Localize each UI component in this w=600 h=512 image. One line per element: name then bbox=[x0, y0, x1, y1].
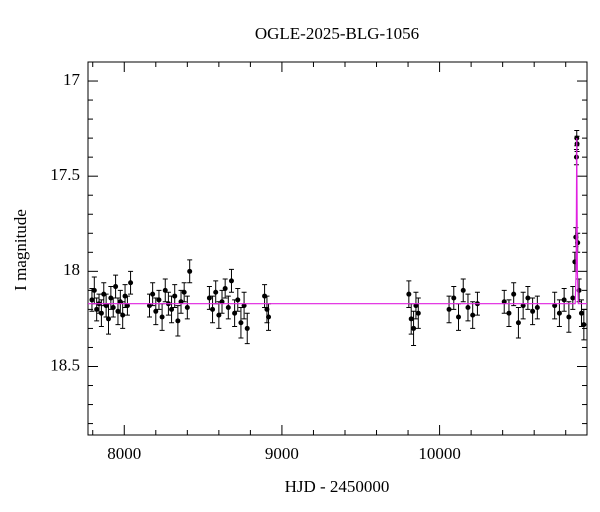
data-point bbox=[266, 314, 272, 320]
data-point bbox=[534, 304, 540, 310]
data-point bbox=[413, 303, 419, 309]
data-point bbox=[570, 295, 576, 301]
model-line bbox=[88, 138, 587, 305]
data-point bbox=[578, 310, 584, 316]
x-tick-label: 8000 bbox=[107, 444, 141, 463]
data-point bbox=[150, 291, 156, 297]
data-point bbox=[465, 304, 471, 310]
data-point bbox=[124, 303, 130, 309]
data-point bbox=[232, 310, 238, 316]
y-tick-label: 18 bbox=[63, 260, 80, 279]
data-point bbox=[91, 287, 97, 293]
data-point bbox=[228, 278, 234, 284]
data-point bbox=[556, 310, 562, 316]
data-point bbox=[213, 289, 219, 295]
y-tick-label: 17 bbox=[63, 70, 81, 89]
data-point bbox=[175, 318, 181, 324]
data-point bbox=[222, 285, 228, 291]
data-point bbox=[110, 304, 116, 310]
y-tick-label: 18.5 bbox=[50, 355, 80, 374]
data-point bbox=[520, 303, 526, 309]
data-point bbox=[128, 280, 134, 286]
x-tick-label: 10000 bbox=[418, 444, 461, 463]
data-point bbox=[98, 310, 104, 316]
data-point bbox=[172, 293, 178, 299]
data-point bbox=[415, 310, 421, 316]
data-point bbox=[511, 291, 517, 297]
data-point bbox=[241, 303, 247, 309]
data-point bbox=[581, 322, 587, 328]
data-point bbox=[216, 312, 222, 318]
data-point bbox=[181, 289, 187, 295]
data-point bbox=[446, 306, 452, 312]
x-axis-label: HJD - 2450000 bbox=[285, 477, 390, 496]
data-point bbox=[411, 325, 417, 331]
data-point bbox=[456, 314, 462, 320]
data-point bbox=[235, 297, 241, 303]
data-point bbox=[94, 306, 100, 312]
data-point bbox=[146, 303, 152, 309]
y-axis-label: I magnitude bbox=[11, 209, 30, 291]
data-point bbox=[525, 295, 531, 301]
data-point bbox=[552, 303, 558, 309]
data-point bbox=[153, 308, 159, 314]
data-point bbox=[156, 297, 162, 303]
data-point bbox=[184, 304, 190, 310]
data-point bbox=[113, 284, 119, 290]
data-point bbox=[501, 299, 507, 305]
plot-frame bbox=[87, 61, 588, 436]
data-point bbox=[451, 295, 457, 301]
data-point bbox=[408, 316, 414, 322]
data-point bbox=[530, 308, 536, 314]
data-point bbox=[406, 291, 412, 297]
data-point bbox=[515, 320, 521, 326]
y-tick-label: 17.5 bbox=[50, 165, 80, 184]
data-point bbox=[187, 268, 193, 274]
data-point bbox=[561, 297, 567, 303]
data-point bbox=[89, 297, 95, 303]
data-point bbox=[115, 308, 121, 314]
data-point bbox=[238, 320, 244, 326]
data-point bbox=[169, 306, 175, 312]
data-point bbox=[225, 304, 231, 310]
data-point bbox=[210, 306, 216, 312]
data-point bbox=[566, 314, 572, 320]
data-point bbox=[206, 295, 212, 301]
data-point bbox=[159, 314, 165, 320]
data-point bbox=[105, 316, 111, 322]
data-point bbox=[470, 312, 476, 318]
data-point bbox=[506, 310, 512, 316]
data-point bbox=[162, 287, 168, 293]
x-tick-label: 9000 bbox=[265, 444, 299, 463]
data-point bbox=[219, 299, 225, 305]
data-point bbox=[178, 299, 184, 305]
data-point bbox=[103, 303, 109, 309]
chart-title: OGLE-2025-BLG-1056 bbox=[255, 24, 419, 43]
data-point bbox=[120, 312, 126, 318]
data-point bbox=[460, 287, 466, 293]
data-point bbox=[244, 325, 250, 331]
